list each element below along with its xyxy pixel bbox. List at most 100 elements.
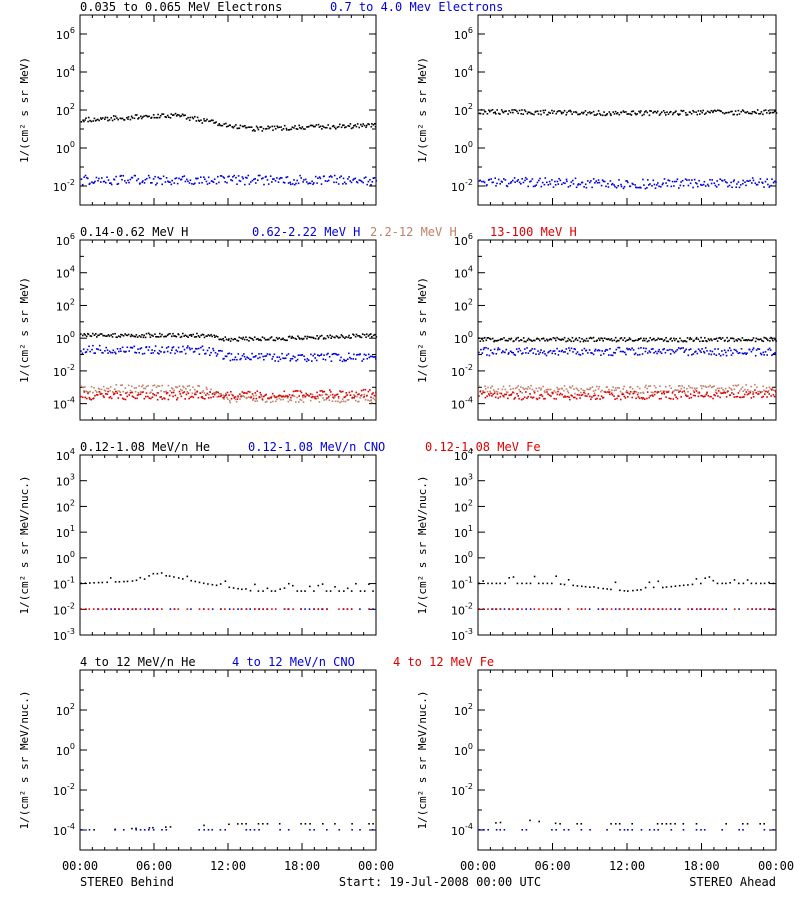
data-point xyxy=(772,339,774,342)
data-point xyxy=(287,353,290,355)
data-point xyxy=(759,823,761,825)
data-point xyxy=(478,829,481,831)
data-point xyxy=(724,339,726,342)
data-point xyxy=(721,337,724,339)
data-point xyxy=(508,608,510,610)
data-point xyxy=(774,338,776,341)
data-point xyxy=(493,339,496,342)
data-point xyxy=(666,391,668,394)
data-point xyxy=(481,352,484,354)
data-point xyxy=(198,385,201,387)
data-point xyxy=(323,126,325,129)
data-point xyxy=(249,397,252,399)
data-point xyxy=(708,353,710,355)
data-point xyxy=(92,608,95,610)
data-point xyxy=(760,582,762,585)
data-point xyxy=(347,178,349,180)
data-point xyxy=(167,384,170,387)
data-point xyxy=(164,397,166,400)
data-point xyxy=(689,348,692,350)
data-point xyxy=(535,110,537,113)
data-point xyxy=(497,112,500,115)
data-point xyxy=(665,114,667,116)
data-point xyxy=(97,581,100,584)
data-point xyxy=(738,829,740,831)
data-point xyxy=(578,394,580,396)
data-point xyxy=(88,829,91,831)
data-point xyxy=(137,391,140,394)
data-point xyxy=(138,385,140,387)
data-point xyxy=(478,112,481,115)
data-point xyxy=(147,332,150,335)
data-point xyxy=(512,352,514,354)
data-point xyxy=(373,398,376,401)
data-point xyxy=(486,390,489,393)
data-point xyxy=(271,125,273,128)
data-point xyxy=(237,353,240,355)
data-point xyxy=(349,123,352,125)
data-point xyxy=(178,390,181,393)
data-point xyxy=(492,393,494,396)
data-point xyxy=(257,590,260,592)
data-point xyxy=(605,114,608,116)
data-point xyxy=(685,394,687,396)
data-point xyxy=(728,111,730,114)
data-point xyxy=(290,337,293,339)
data-point xyxy=(775,181,777,184)
data-point xyxy=(157,176,159,179)
data-point xyxy=(594,348,597,351)
data-point xyxy=(598,386,601,388)
data-point xyxy=(635,339,637,341)
data-point xyxy=(485,346,487,349)
data-point xyxy=(319,125,322,128)
data-point xyxy=(196,348,198,350)
data-point xyxy=(309,393,312,395)
data-point xyxy=(726,181,728,184)
data-point xyxy=(272,129,274,131)
data-point xyxy=(735,349,737,352)
data-point xyxy=(589,586,591,588)
data-point xyxy=(768,186,771,188)
data-point xyxy=(478,337,480,339)
data-point xyxy=(559,823,561,825)
data-point xyxy=(175,349,177,351)
data-point xyxy=(305,394,308,397)
data-point xyxy=(181,113,184,116)
data-point xyxy=(215,584,218,587)
data-point xyxy=(505,348,507,351)
data-point xyxy=(319,394,322,397)
data-point xyxy=(203,829,205,831)
data-point xyxy=(345,126,347,128)
data-point xyxy=(189,389,192,391)
data-point xyxy=(668,179,671,182)
data-point xyxy=(208,335,211,337)
data-point xyxy=(512,608,514,610)
data-point xyxy=(754,182,757,184)
data-point xyxy=(567,337,570,340)
data-point xyxy=(169,352,172,354)
data-point xyxy=(216,336,219,338)
data-point xyxy=(351,829,353,831)
data-point xyxy=(520,339,523,342)
data-point xyxy=(623,185,626,188)
data-point xyxy=(105,335,107,337)
data-point xyxy=(572,179,574,182)
data-point xyxy=(320,183,323,185)
data-point xyxy=(656,110,659,113)
data-point xyxy=(714,338,717,340)
data-point xyxy=(527,352,530,354)
data-point xyxy=(529,582,532,585)
data-point xyxy=(746,579,749,581)
data-point xyxy=(527,185,529,188)
data-point xyxy=(707,385,710,388)
data-point xyxy=(687,184,690,187)
data-point xyxy=(327,352,329,355)
data-point xyxy=(84,334,86,336)
data-point xyxy=(610,354,612,356)
data-point xyxy=(283,608,286,610)
data-point xyxy=(293,183,296,186)
data-point xyxy=(134,114,137,116)
data-point xyxy=(593,340,596,343)
data-point xyxy=(334,352,336,355)
data-point xyxy=(346,587,349,590)
